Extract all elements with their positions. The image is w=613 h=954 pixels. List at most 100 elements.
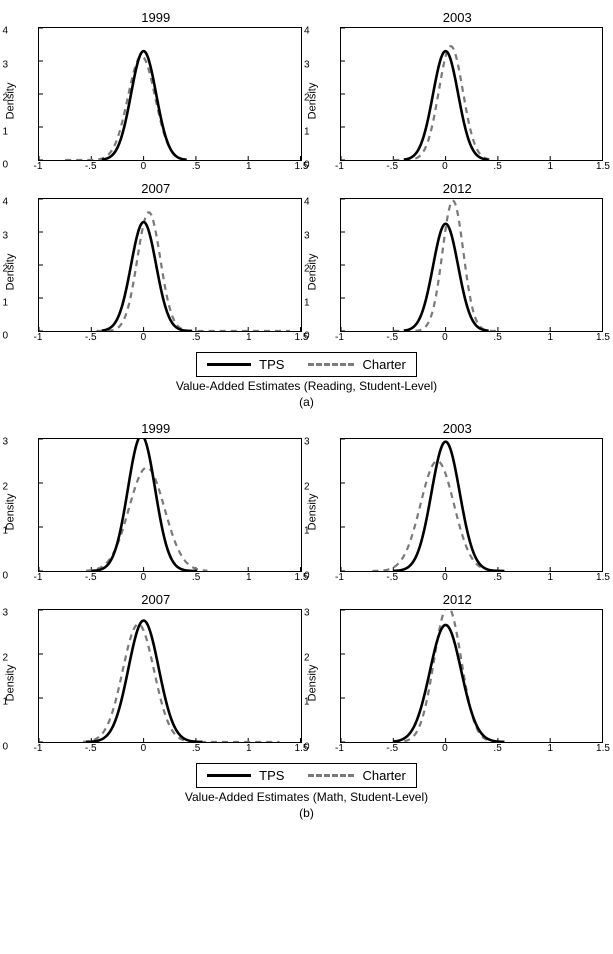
x-tick-label: .5 xyxy=(192,743,200,754)
charter-curve xyxy=(97,212,291,331)
x-tick-labels: -1-.50.511.5 xyxy=(340,161,604,175)
x-tick-labels: -1-.50.511.5 xyxy=(340,743,604,757)
x-tick-labels: -1-.50.511.5 xyxy=(340,572,604,586)
legend-item-tps: TPS xyxy=(207,768,284,783)
x-tick-labels: -1-.50.511.5 xyxy=(38,743,302,757)
panel-title: 2007 xyxy=(10,592,302,607)
y-tick-label: 0 xyxy=(2,160,8,171)
legend-item-charter: Charter xyxy=(308,768,405,783)
y-tick-label: 4 xyxy=(304,26,310,37)
x-tick-label: 1.5 xyxy=(596,572,610,583)
y-tick-label: 2 xyxy=(2,481,8,492)
y-tick-label: 3 xyxy=(2,59,8,70)
panel-title: 2003 xyxy=(312,10,604,25)
legend-label-charter: Charter xyxy=(362,357,405,372)
plot-area xyxy=(38,609,302,743)
chart-panel: 2003 Density 0123 -1-.50.511.5 xyxy=(312,421,604,586)
figure-block: 1999 Density 01234 -1-.50.511.5 2003 Den… xyxy=(10,10,603,409)
tps-curve xyxy=(403,224,487,331)
y-tick-label: 3 xyxy=(304,230,310,241)
x-tick-label: 1 xyxy=(548,743,554,754)
panel-grid: 1999 Density 01234 -1-.50.511.5 2003 Den… xyxy=(10,10,603,346)
x-tick-label: 0 xyxy=(442,161,448,172)
figure-subcaption: (a) xyxy=(10,395,603,409)
y-tick-label: 1 xyxy=(304,526,310,537)
legend: TPS Charter xyxy=(196,352,417,377)
panel-title: 2012 xyxy=(312,592,604,607)
x-tick-label: -1 xyxy=(34,572,43,583)
y-tick-label: 2 xyxy=(2,264,8,275)
y-tick-label: 2 xyxy=(304,93,310,104)
y-tick-label: 2 xyxy=(304,264,310,275)
legend-item-tps: TPS xyxy=(207,357,284,372)
x-tick-label: -1 xyxy=(335,332,344,343)
legend: TPS Charter xyxy=(196,763,417,788)
y-tick-labels: 01234 xyxy=(0,198,8,332)
y-tick-labels: 0123 xyxy=(298,438,310,572)
y-tick-label: 1 xyxy=(2,697,8,708)
legend-label-tps: TPS xyxy=(259,357,284,372)
x-tick-label: .5 xyxy=(192,161,200,172)
panel-title: 2003 xyxy=(312,421,604,436)
x-tick-label: -1 xyxy=(335,161,344,172)
tps-curve xyxy=(102,222,191,331)
chart-panel: 2007 Density 01234 -1-.50.511.5 xyxy=(10,181,302,346)
x-tick-label: .5 xyxy=(192,572,200,583)
y-tick-label: 1 xyxy=(2,126,8,137)
chart-panel: 2012 Density 01234 -1-.50.511.5 xyxy=(312,181,604,346)
charter-swatch xyxy=(308,363,354,366)
x-tick-label: 1 xyxy=(246,572,252,583)
plot-area xyxy=(38,198,302,332)
tps-curve xyxy=(86,621,201,742)
chart-panel: 2003 Density 01234 -1-.50.511.5 xyxy=(312,10,604,175)
y-tick-label: 0 xyxy=(304,331,310,342)
x-tick-label: -.5 xyxy=(85,161,97,172)
x-tick-labels: -1-.50.511.5 xyxy=(340,332,604,346)
x-tick-label: .5 xyxy=(493,572,501,583)
charter-swatch xyxy=(308,774,354,777)
x-tick-label: 0 xyxy=(141,332,147,343)
y-tick-label: 2 xyxy=(304,481,310,492)
x-tick-label: -1 xyxy=(335,743,344,754)
figure-caption: Value-Added Estimates (Math, Student-Lev… xyxy=(10,790,603,804)
x-tick-label: 1.5 xyxy=(596,161,610,172)
x-tick-label: -1 xyxy=(335,572,344,583)
y-tick-label: 4 xyxy=(2,26,8,37)
x-tick-label: -.5 xyxy=(85,743,97,754)
x-tick-label: .5 xyxy=(192,332,200,343)
charter-curve xyxy=(372,461,503,571)
plot-area xyxy=(340,27,604,161)
chart-panel: 2012 Density 0123 -1-.50.511.5 xyxy=(312,592,604,757)
y-tick-label: 2 xyxy=(304,652,310,663)
y-tick-label: 1 xyxy=(304,697,310,708)
y-tick-label: 4 xyxy=(304,197,310,208)
y-tick-label: 4 xyxy=(2,197,8,208)
x-tick-label: -.5 xyxy=(386,743,398,754)
plot-area xyxy=(340,609,604,743)
x-tick-labels: -1-.50.511.5 xyxy=(38,572,302,586)
plot-area xyxy=(340,198,604,332)
plot-area xyxy=(340,438,604,572)
plot-area xyxy=(38,27,302,161)
tps-curve xyxy=(393,442,503,571)
y-tick-label: 3 xyxy=(304,59,310,70)
y-tick-label: 3 xyxy=(304,608,310,619)
x-tick-label: 0 xyxy=(442,572,448,583)
panel-title: 2007 xyxy=(10,181,302,196)
y-tick-label: 3 xyxy=(2,608,8,619)
x-tick-label: .5 xyxy=(493,161,501,172)
chart-panel: 1999 Density 01234 -1-.50.511.5 xyxy=(10,10,302,175)
y-tick-label: 1 xyxy=(304,297,310,308)
y-tick-label: 1 xyxy=(2,297,8,308)
legend-item-charter: Charter xyxy=(308,357,405,372)
y-tick-label: 0 xyxy=(304,571,310,582)
x-tick-labels: -1-.50.511.5 xyxy=(38,161,302,175)
x-tick-label: -.5 xyxy=(386,161,398,172)
x-tick-label: 0 xyxy=(141,572,147,583)
tps-curve xyxy=(393,625,503,742)
x-tick-label: 1 xyxy=(246,743,252,754)
chart-panel: 2007 Density 0123 -1-.50.511.5 xyxy=(10,592,302,757)
chart-panel: 1999 Density 0123 -1-.50.511.5 xyxy=(10,421,302,586)
x-tick-label: .5 xyxy=(493,332,501,343)
charter-curve xyxy=(393,610,503,742)
